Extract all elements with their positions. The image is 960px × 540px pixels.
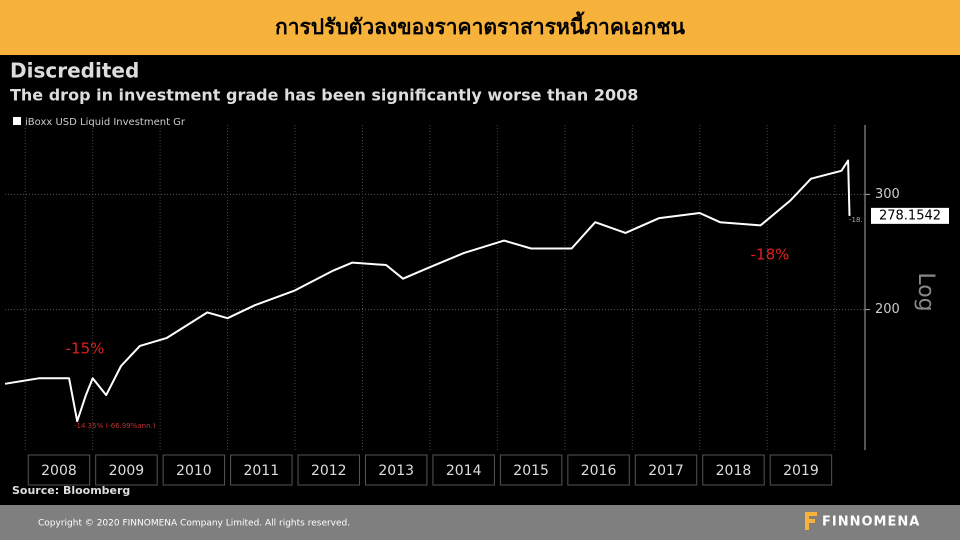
x-tick-box [162, 454, 226, 486]
annotation: -18% [751, 246, 790, 264]
chart-background [0, 55, 960, 505]
logo: FINNOMENA [822, 515, 920, 530]
x-tick-box [27, 454, 91, 486]
x-tick-label: 2014 [446, 463, 482, 479]
annotation: -15% [66, 340, 105, 358]
legend-label: iBoxx USD Liquid Investment Gr [25, 117, 186, 128]
legend-swatch [13, 117, 21, 125]
chart-title: Discredited [10, 59, 139, 83]
x-tick-label: 2018 [716, 463, 752, 479]
x-tick-box [634, 454, 698, 486]
line [4, 159, 851, 423]
x-tick-label: 2010 [176, 463, 212, 479]
x-tick-box [95, 454, 158, 486]
x-tick-box [567, 454, 630, 486]
scale-label: Log [913, 272, 938, 311]
x-tick-label: 2008 [41, 463, 77, 479]
source: Source: Bloomberg [12, 484, 130, 497]
x-tick-box [297, 454, 360, 486]
x-tick-label: 2013 [378, 463, 414, 479]
x-tick-label: 2017 [648, 463, 684, 479]
x-tick-label: 2015 [513, 463, 549, 479]
copyright: Copyright © 2020 FINNOMENA Company Limit… [38, 519, 350, 529]
x-tick-label: 2016 [581, 463, 617, 479]
x-tick-box [499, 454, 563, 486]
title-banner [0, 0, 960, 55]
chart-subtitle: The drop in investment grade has been si… [10, 86, 638, 105]
x-tick-box [364, 454, 428, 486]
logo-icon [805, 512, 817, 530]
x-tick-box [702, 454, 765, 486]
annotation: -18. [849, 216, 863, 224]
y-tick-label: 300 [875, 187, 900, 202]
x-tick-box [432, 454, 495, 486]
x-tick-label: 2011 [243, 463, 279, 479]
slide-title: การปรับตัวลงของราคาตราสารหนี้ภาคเอกชน [275, 11, 686, 39]
last-value-box [871, 207, 949, 224]
x-tick-label: 2019 [783, 463, 819, 479]
y-tick-label: 200 [875, 302, 900, 317]
x-tick-box [230, 454, 293, 486]
x-tick-label: 2009 [109, 463, 145, 479]
last-value-label: 278.1542 [879, 208, 941, 223]
x-tick-label: 2012 [311, 463, 347, 479]
footer-bar [0, 505, 960, 540]
annotation: -14.35% (-66.99%ann.) [74, 422, 156, 430]
x-tick-box [769, 454, 833, 486]
